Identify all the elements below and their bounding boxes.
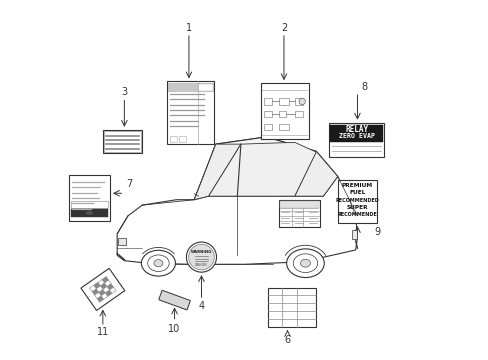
Text: 7: 7 xyxy=(126,179,133,189)
FancyBboxPatch shape xyxy=(278,200,319,226)
FancyBboxPatch shape xyxy=(337,180,376,223)
Text: RECOMMENDED: RECOMMENDED xyxy=(335,198,379,203)
Polygon shape xyxy=(208,142,316,196)
Ellipse shape xyxy=(300,259,310,267)
Polygon shape xyxy=(294,151,337,196)
FancyBboxPatch shape xyxy=(169,136,176,142)
FancyBboxPatch shape xyxy=(100,283,107,289)
FancyBboxPatch shape xyxy=(81,268,124,310)
FancyBboxPatch shape xyxy=(94,282,100,289)
FancyBboxPatch shape xyxy=(278,98,288,105)
FancyBboxPatch shape xyxy=(70,201,108,208)
FancyBboxPatch shape xyxy=(279,201,318,208)
FancyBboxPatch shape xyxy=(278,125,288,130)
FancyBboxPatch shape xyxy=(179,136,185,142)
Ellipse shape xyxy=(154,260,163,267)
FancyBboxPatch shape xyxy=(294,98,302,105)
FancyBboxPatch shape xyxy=(69,175,110,221)
FancyBboxPatch shape xyxy=(267,288,316,327)
Text: 9: 9 xyxy=(373,227,380,237)
FancyBboxPatch shape xyxy=(168,83,212,91)
Text: 10: 10 xyxy=(168,324,181,334)
Text: WARNING: WARNING xyxy=(190,250,212,254)
FancyBboxPatch shape xyxy=(159,291,190,310)
Text: 1: 1 xyxy=(185,23,192,33)
Text: RELAY: RELAY xyxy=(345,125,367,134)
FancyBboxPatch shape xyxy=(167,81,214,144)
Ellipse shape xyxy=(85,211,93,215)
Polygon shape xyxy=(117,137,357,264)
Text: 2: 2 xyxy=(280,23,286,33)
FancyBboxPatch shape xyxy=(102,130,142,153)
FancyBboxPatch shape xyxy=(260,83,308,139)
Ellipse shape xyxy=(147,255,169,271)
Polygon shape xyxy=(194,144,241,200)
Text: RECOMMENDE: RECOMMENDE xyxy=(337,212,377,217)
FancyBboxPatch shape xyxy=(197,84,212,91)
FancyBboxPatch shape xyxy=(107,284,113,290)
FancyBboxPatch shape xyxy=(102,276,108,283)
Ellipse shape xyxy=(141,250,175,276)
Text: 6: 6 xyxy=(284,334,290,345)
FancyBboxPatch shape xyxy=(264,98,271,105)
FancyBboxPatch shape xyxy=(118,238,126,244)
Circle shape xyxy=(186,242,216,272)
FancyBboxPatch shape xyxy=(105,290,112,296)
Text: 3: 3 xyxy=(121,87,127,97)
FancyBboxPatch shape xyxy=(264,125,271,130)
Text: FUEL: FUEL xyxy=(348,190,365,195)
FancyBboxPatch shape xyxy=(329,125,382,142)
Text: 8: 8 xyxy=(361,82,367,92)
FancyBboxPatch shape xyxy=(70,209,108,217)
Polygon shape xyxy=(194,137,337,200)
Text: 4: 4 xyxy=(198,301,204,311)
Ellipse shape xyxy=(293,254,317,273)
Text: 5: 5 xyxy=(271,164,278,174)
FancyBboxPatch shape xyxy=(278,111,286,117)
FancyBboxPatch shape xyxy=(104,131,141,152)
Text: PREMIUM: PREMIUM xyxy=(341,183,372,188)
FancyBboxPatch shape xyxy=(97,296,103,302)
Text: SUPER: SUPER xyxy=(346,205,367,210)
Circle shape xyxy=(298,98,305,105)
Text: 11: 11 xyxy=(97,327,109,337)
Ellipse shape xyxy=(286,249,324,278)
FancyBboxPatch shape xyxy=(351,230,357,239)
FancyBboxPatch shape xyxy=(328,123,384,157)
FancyBboxPatch shape xyxy=(294,111,302,117)
FancyBboxPatch shape xyxy=(92,289,99,295)
Circle shape xyxy=(188,244,214,270)
FancyBboxPatch shape xyxy=(99,289,105,296)
Text: DANGER: DANGER xyxy=(195,263,207,267)
Text: ZERO EVAP: ZERO EVAP xyxy=(338,133,374,139)
FancyBboxPatch shape xyxy=(264,111,271,117)
